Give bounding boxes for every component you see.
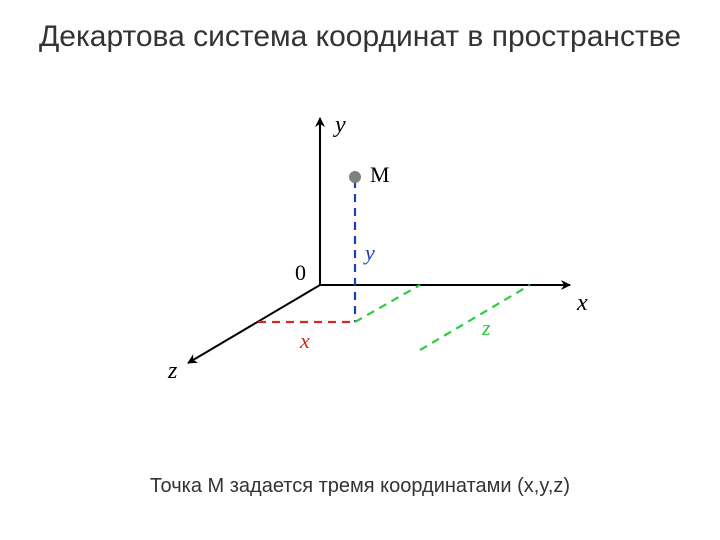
y-coord-label: y (363, 240, 375, 265)
coordinate-diagram: x y z 0 М x y z (130, 110, 590, 430)
z-axis-label: z (167, 358, 178, 384)
z-projection-1 (355, 285, 420, 322)
origin-label: 0 (295, 260, 306, 285)
point-m-label: М (370, 162, 390, 187)
point-m (349, 171, 361, 183)
diagram-svg: x y z 0 М x y z (130, 110, 590, 430)
x-axis-label: x (576, 290, 588, 316)
x-coord-label: x (299, 328, 310, 353)
y-axis-label: y (333, 112, 346, 138)
page-title: Декартова система координат в пространст… (0, 0, 720, 56)
caption-text: Точка М задается тремя координатами (х,y… (0, 475, 720, 498)
z-coord-label: z (481, 315, 491, 340)
z-projection-2 (420, 285, 530, 350)
